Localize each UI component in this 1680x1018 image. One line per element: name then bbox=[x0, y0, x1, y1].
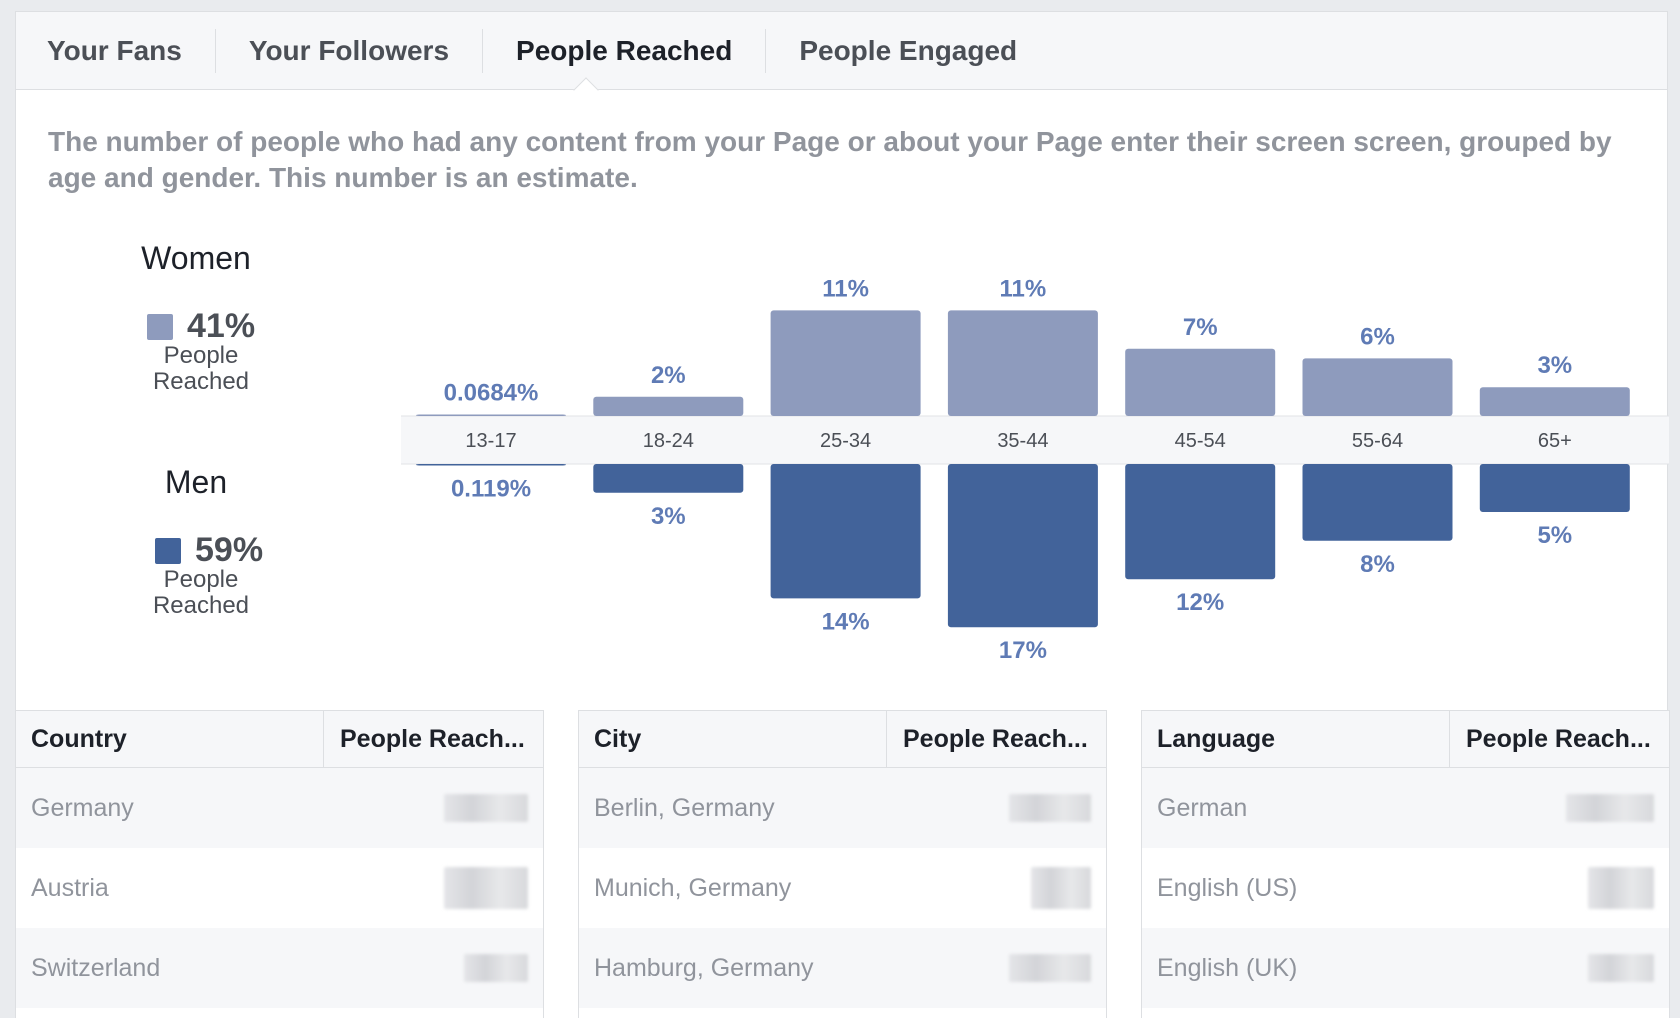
women-bar-label: 6% bbox=[1360, 323, 1395, 350]
table-header: City People Reach... bbox=[579, 710, 1106, 768]
men-swatch-icon bbox=[155, 537, 181, 564]
table-row: English (UK) bbox=[1142, 928, 1669, 1008]
women-bar bbox=[593, 396, 744, 416]
redacted-value bbox=[464, 954, 528, 982]
table-row: Germany bbox=[16, 768, 543, 848]
tab-your-fans[interactable]: Your Fans bbox=[16, 29, 215, 73]
redacted-value bbox=[1588, 867, 1654, 909]
row-label: Berlin, Germany bbox=[594, 793, 775, 822]
redacted-value bbox=[1009, 794, 1091, 822]
row-label: English (US) bbox=[1157, 873, 1298, 902]
row-label: Switzerland bbox=[31, 953, 161, 982]
men-bar-label: 14% bbox=[822, 608, 870, 635]
chart-description: The number of people who had any content… bbox=[48, 126, 1612, 193]
men-bar bbox=[416, 464, 566, 466]
women-bar bbox=[1302, 358, 1453, 416]
table-row: Hamburg, Germany bbox=[579, 928, 1106, 1008]
redacted-value bbox=[1588, 954, 1654, 982]
redacted-value bbox=[444, 867, 528, 909]
row-label: Munich, Germany bbox=[594, 873, 792, 902]
men-bar bbox=[593, 464, 744, 493]
men-bar bbox=[770, 464, 921, 599]
city-table: City People Reach... Berlin, Germany Mun… bbox=[578, 710, 1107, 1018]
women-bar-label: 2% bbox=[651, 362, 686, 389]
women-bar-label: 11% bbox=[822, 275, 869, 302]
breakdown-tables: Country People Reach... Germany Austria … bbox=[15, 710, 1670, 1018]
legend-men-sub: People Reached bbox=[152, 566, 250, 619]
age-tick-label: 18-24 bbox=[643, 430, 694, 452]
men-bar-label: 8% bbox=[1360, 551, 1395, 578]
axis-band bbox=[401, 416, 1669, 464]
age-tick-label: 55-64 bbox=[1352, 430, 1403, 452]
men-bar bbox=[1125, 464, 1276, 580]
women-bar bbox=[1125, 348, 1276, 416]
tab-label: People Reached bbox=[516, 34, 733, 66]
age-tick-label: 65+ bbox=[1538, 430, 1572, 452]
row-label: English (UK) bbox=[1157, 953, 1298, 982]
row-label: German bbox=[1157, 793, 1248, 822]
women-bar-label: 11% bbox=[1000, 275, 1047, 302]
age-tick-label: 25-34 bbox=[820, 430, 871, 452]
table-row: Austria bbox=[16, 848, 543, 928]
tab-label: Your Fans bbox=[47, 34, 182, 66]
age-gender-chart: 0.0684% 0.119% 13-17 2% 3% 18-24 11% 14% 25-34 11… bbox=[401, 275, 1669, 664]
women-swatch-icon bbox=[147, 313, 173, 340]
city-column-header[interactable]: City bbox=[594, 724, 642, 753]
country-table: Country People Reach... Germany Austria … bbox=[15, 710, 544, 1018]
redacted-value bbox=[1009, 954, 1091, 982]
people-reached-column-header[interactable]: People Reach... bbox=[886, 711, 1106, 767]
women-bar bbox=[1479, 387, 1630, 416]
legend-women-row: 41% bbox=[147, 307, 255, 346]
language-table: Language People Reach... German English … bbox=[1141, 710, 1670, 1018]
men-bar-label: 3% bbox=[651, 503, 686, 530]
tab-bar: Your Fans Your Followers People Reached … bbox=[16, 12, 1667, 90]
country-column-header[interactable]: Country bbox=[31, 724, 127, 753]
insights-panel: Your Fans Your Followers People Reached … bbox=[15, 11, 1670, 1018]
table-row: German bbox=[1142, 768, 1669, 848]
table-row: Switzerland bbox=[16, 928, 543, 1008]
redacted-value bbox=[1031, 867, 1091, 909]
row-label: Austria bbox=[31, 873, 109, 902]
tab-label: Your Followers bbox=[248, 34, 450, 66]
age-tick-label: 35-44 bbox=[997, 430, 1048, 452]
women-bar-label: 3% bbox=[1537, 352, 1572, 379]
row-label: Hamburg, Germany bbox=[594, 953, 814, 982]
tab-people-reached[interactable]: People Reached bbox=[482, 28, 765, 73]
men-bar bbox=[1302, 464, 1453, 541]
legend-women-title: Women bbox=[141, 240, 251, 276]
women-bar-label: 0.0684% bbox=[444, 380, 539, 407]
tab-people-engaged[interactable]: People Engaged bbox=[765, 28, 1050, 73]
women-bar bbox=[770, 310, 921, 416]
legend-men-percent: 59% bbox=[195, 531, 264, 569]
age-tick-label: 45-54 bbox=[1175, 430, 1226, 452]
legend-men-title: Men bbox=[164, 464, 228, 500]
tab-label: People Engaged bbox=[799, 34, 1018, 66]
men-bar-label: 0.119% bbox=[451, 476, 531, 503]
women-bar bbox=[947, 310, 1098, 416]
table-header: Language People Reach... bbox=[1142, 710, 1669, 768]
men-bar-label: 12% bbox=[1176, 589, 1224, 616]
row-label: Germany bbox=[31, 793, 134, 822]
table-header: Country People Reach... bbox=[16, 710, 543, 768]
men-bar bbox=[1479, 464, 1630, 512]
legend-women-percent: 41% bbox=[187, 307, 256, 345]
women-bar-label: 7% bbox=[1183, 314, 1218, 341]
age-tick-label: 13-17 bbox=[465, 430, 516, 452]
table-row: English (US) bbox=[1142, 848, 1669, 928]
men-bar-label: 17% bbox=[999, 637, 1047, 664]
redacted-value bbox=[1566, 794, 1654, 822]
table-row: Berlin, Germany bbox=[579, 768, 1106, 848]
redacted-value bbox=[444, 794, 528, 822]
language-column-header[interactable]: Language bbox=[1157, 724, 1276, 753]
people-reached-column-header[interactable]: People Reach... bbox=[1449, 711, 1669, 767]
men-bar-label: 5% bbox=[1537, 522, 1572, 549]
table-row: Munich, Germany bbox=[579, 848, 1106, 928]
women-bar bbox=[416, 414, 566, 416]
legend-men-row: 59% bbox=[155, 531, 263, 570]
tab-your-followers[interactable]: Your Followers bbox=[214, 28, 482, 73]
people-reached-column-header[interactable]: People Reach... bbox=[323, 711, 543, 767]
legend-women-sub: People Reached bbox=[152, 342, 250, 395]
men-bar bbox=[947, 464, 1098, 628]
